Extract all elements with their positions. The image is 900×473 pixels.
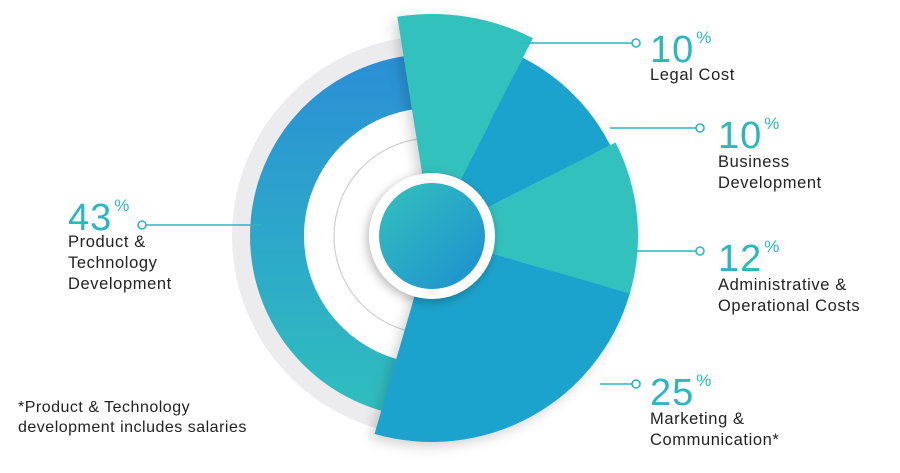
value-label-legal-cost: 10% (650, 28, 713, 71)
value-label-product-technology: 43% (68, 196, 131, 239)
leader-dot-business-development (695, 123, 705, 133)
category-label-legal-cost: Legal Cost (650, 66, 735, 84)
leader-dot-marketing-communication (631, 379, 641, 389)
value-label-business-development: 10% (718, 114, 781, 157)
value-label-administrative-operational: 12% (718, 237, 781, 280)
value-label-marketing-communication: 25% (650, 371, 713, 414)
category-label-marketing-communication: Marketing & Communication* (650, 410, 780, 449)
hub-center (379, 183, 485, 289)
pie-slice-business-development (432, 57, 611, 237)
category-label-administrative-operational: Administrative & Operational Costs (718, 276, 861, 315)
pie-slice-administrative-operational (432, 142, 638, 294)
category-label-business-development: Business Development (718, 153, 822, 192)
category-label-product-technology: Product & Technology Development (68, 233, 172, 293)
leader-dot-legal-cost (631, 38, 641, 48)
footnote: *Product & Technology development includ… (18, 399, 247, 436)
leader-dot-administrative-operational (695, 246, 705, 256)
leader-dot-product-technology (137, 220, 147, 230)
